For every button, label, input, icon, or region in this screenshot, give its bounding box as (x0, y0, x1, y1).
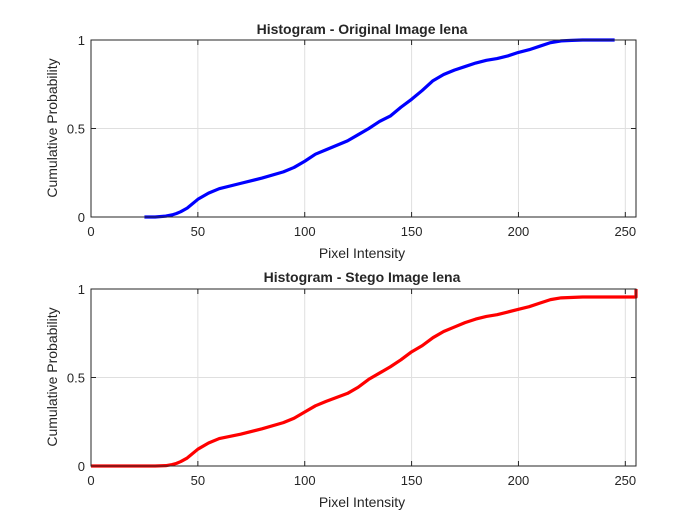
x-tick-label: 250 (614, 224, 636, 239)
x-tick-label: 0 (87, 224, 94, 239)
x-tick-label: 200 (508, 473, 530, 488)
x-tick-label: 100 (294, 224, 316, 239)
y-tick-label: 1 (78, 282, 85, 297)
cdf-series-line (144, 38, 615, 219)
x-tick-label: 100 (294, 473, 316, 488)
x-tick-label: 150 (401, 473, 423, 488)
x-tick-label: 150 (401, 224, 423, 239)
x-tick-label: 0 (87, 473, 94, 488)
chart-title: Histogram - Stego Image lena (264, 269, 461, 285)
y-tick-label: 0.5 (67, 122, 85, 137)
axes-box (90, 39, 637, 218)
subplot-stego: Histogram - Stego Image lena Pixel Inten… (44, 269, 638, 510)
y-tick-label: 0 (78, 459, 85, 474)
subplot-original: Histogram - Original Image lena Pixel In… (44, 21, 637, 261)
x-tick-label: 250 (614, 473, 636, 488)
y-tick-label: 1 (78, 33, 85, 48)
y-axis-label: Cumulative Probability (44, 307, 60, 446)
axes-box (90, 288, 637, 467)
y-tick-label: 0 (78, 210, 85, 225)
y-tick-label: 0.5 (67, 371, 85, 386)
x-tick-label: 50 (191, 473, 205, 488)
x-tick-label: 200 (508, 224, 530, 239)
cdf-series-line (91, 289, 638, 468)
x-axis-label: Pixel Intensity (319, 245, 405, 261)
x-tick-label: 50 (191, 224, 205, 239)
chart-title: Histogram - Original Image lena (257, 21, 468, 37)
x-axis-label: Pixel Intensity (319, 494, 405, 510)
y-axis-label: Cumulative Probability (44, 58, 60, 197)
